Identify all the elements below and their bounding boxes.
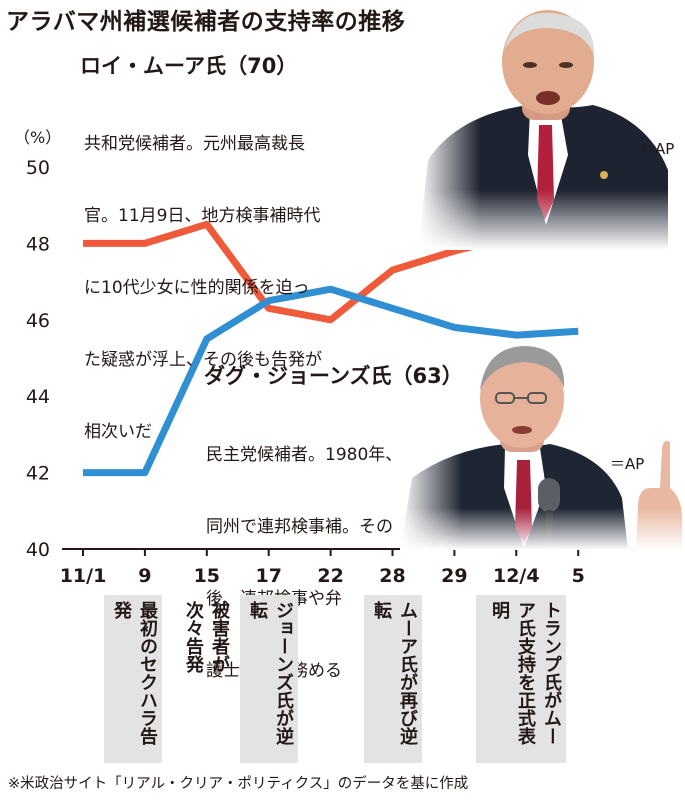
x-tick-label: 28 (379, 565, 405, 587)
y-axis-unit-label: （%） (14, 128, 61, 147)
event-box: ジョーンズ氏が逆転 (240, 595, 298, 763)
jones-name: ダグ・ジョーンズ氏（63） (204, 364, 463, 388)
moore-desc-line: 相次いだ (84, 422, 152, 442)
moore-desc-line: 官。11月9日、地方検事補時代 (84, 206, 321, 226)
x-tick-label: 17 (255, 565, 281, 587)
x-tick-label: 9 (138, 565, 151, 587)
x-axis: 11/1 9 15 17 22 28 29 12/4 5 (60, 548, 640, 587)
x-tick-label: 11/1 (60, 565, 107, 587)
footnote: ※米政治サイト「リアル・クリア・ポリティクス」のデータを基に作成 (8, 776, 469, 792)
y-tick-label: 42 (26, 463, 50, 485)
jones-desc-line: 民主党候補者。1980年、 (206, 445, 403, 465)
moore-description: 共和党候補者。元州最高裁長 官。11月9日、地方検事補時代 に10代少女に性的関… (84, 84, 322, 468)
y-tick-label: 50 (26, 157, 50, 179)
jones-photo (400, 338, 682, 550)
event-text: トランプ氏がムーア氏支持を正式表明 (489, 601, 562, 745)
event-text: ジョーンズ氏が逆転 (247, 601, 294, 745)
y-tick-label: 44 (26, 386, 50, 408)
event-text: 最初のセクハラ告発 (111, 601, 158, 745)
event-box: 最初のセクハラ告発 (104, 595, 162, 763)
x-tick-label: 15 (194, 565, 220, 587)
moore-desc-line: に10代少女に性的関係を迫っ (84, 278, 310, 298)
moore-name: ロイ・ムーア氏（70） (80, 54, 298, 78)
chart-title: アラバマ州補選候補者の支持率の推移 (6, 9, 406, 35)
x-tick-label: 22 (317, 565, 343, 587)
y-tick-label: 46 (26, 310, 50, 332)
x-tick-label: 12/4 (493, 565, 540, 587)
moore-photo (418, 10, 668, 250)
y-axis: （%） 40 42 44 46 48 50 (14, 128, 61, 561)
jones-photo-credit: ＝AP (610, 455, 645, 473)
moore-desc-line: 共和党候補者。元州最高裁長 (84, 134, 305, 154)
event-box: トランプ氏がムーア氏支持を正式表明 (476, 595, 566, 763)
y-tick-label: 48 (26, 233, 50, 255)
event-box: 被害者が次々告発 (174, 595, 234, 713)
jones-series-line (83, 285, 579, 477)
y-tick-label: 40 (26, 539, 50, 561)
x-tick-label: 29 (441, 565, 467, 587)
moore-desc-line: た疑惑が浮上、その後も告発が (84, 350, 322, 370)
event-text: ムーア氏が再び逆転 (371, 601, 418, 745)
event-box: ムーア氏が再び逆転 (364, 595, 422, 763)
jones-desc-line: 同州で連邦検事補。その (206, 517, 393, 537)
event-text: 被害者が次々告発 (183, 601, 230, 673)
moore-photo-credit: ＝AP (640, 140, 675, 158)
x-tick-label: 5 (572, 565, 585, 587)
